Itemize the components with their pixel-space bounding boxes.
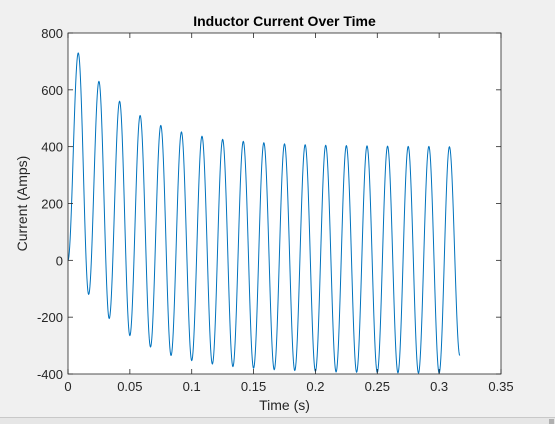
y-tick-label: -200 [37,310,63,325]
x-tick-label: 0 [64,379,71,394]
current-series-line [67,52,461,374]
x-tick-label: 0.05 [117,379,142,394]
x-tick-label: 0.35 [488,379,513,394]
y-tick-label: 600 [41,83,63,98]
x-tick-label: 0.2 [306,379,324,394]
y-tick-label: 200 [41,197,63,212]
chart-title: Inductor Current Over Time [193,13,376,29]
x-tick-label: 0.3 [430,379,448,394]
y-tick-label: 400 [41,140,63,155]
x-tick-label: 0.25 [365,379,390,394]
y-axis-label: Current (Amps) [14,156,30,252]
y-tick-label: 800 [41,26,63,41]
y-tick-label: 0 [56,253,63,268]
plot-area [68,33,501,374]
series-layer [67,52,461,374]
x-tick-label: 0.1 [183,379,201,394]
x-axis-label: Time (s) [259,397,310,413]
resize-grip-icon[interactable] [549,419,554,424]
figure-status-strip [0,417,555,424]
y-tick-label: -400 [37,367,63,382]
x-tick-label: 0.15 [241,379,266,394]
tick-layer: 0 0.05 0.1 0.15 0.2 0.25 0.3 0.35 -400 -200 0 200 40… [37,26,514,394]
